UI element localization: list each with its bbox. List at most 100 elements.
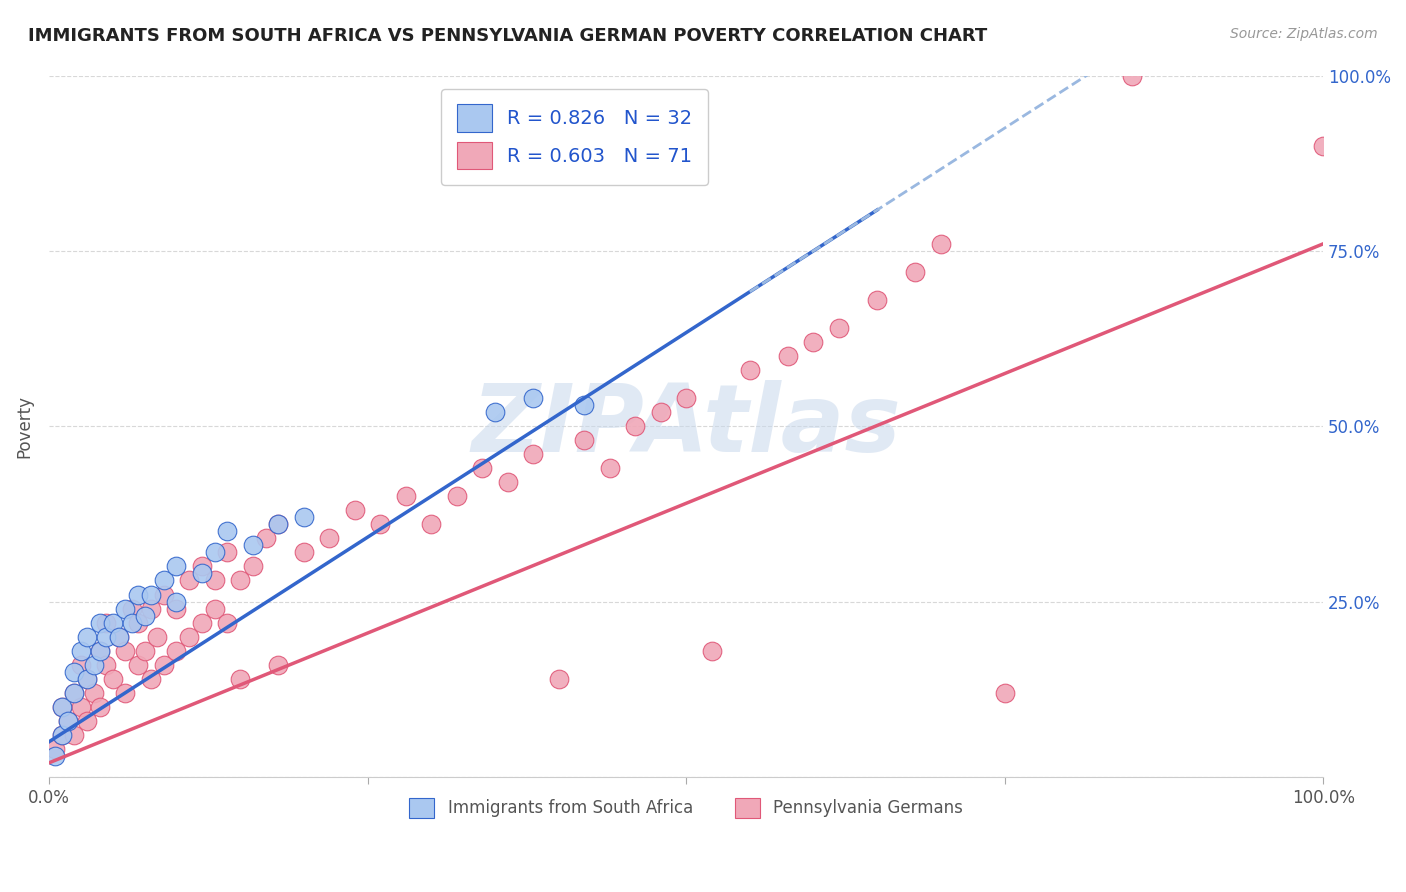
Point <box>624 419 647 434</box>
Point <box>121 601 143 615</box>
Point <box>700 643 723 657</box>
Point <box>547 672 569 686</box>
Point <box>63 665 86 679</box>
Point <box>89 615 111 630</box>
Point <box>229 672 252 686</box>
Point <box>114 686 136 700</box>
Point <box>114 601 136 615</box>
Point <box>368 517 391 532</box>
Point <box>146 630 169 644</box>
Point <box>63 686 86 700</box>
Point <box>165 643 187 657</box>
Point <box>650 405 672 419</box>
Point <box>496 475 519 490</box>
Point <box>204 545 226 559</box>
Text: ZIPAtlas: ZIPAtlas <box>471 380 901 472</box>
Point <box>420 517 443 532</box>
Point <box>191 566 214 581</box>
Point <box>267 517 290 532</box>
Point <box>69 657 91 672</box>
Point <box>994 686 1017 700</box>
Text: Source: ZipAtlas.com: Source: ZipAtlas.com <box>1230 27 1378 41</box>
Point <box>446 489 468 503</box>
Point <box>675 391 697 405</box>
Point <box>83 686 105 700</box>
Point <box>51 699 73 714</box>
Point <box>599 461 621 475</box>
Point <box>76 672 98 686</box>
Point <box>217 615 239 630</box>
Point <box>108 630 131 644</box>
Point <box>76 714 98 728</box>
Point <box>738 363 761 377</box>
Point <box>152 657 174 672</box>
Point <box>96 615 118 630</box>
Point <box>51 699 73 714</box>
Point <box>101 672 124 686</box>
Point <box>165 594 187 608</box>
Point <box>165 559 187 574</box>
Point <box>828 321 851 335</box>
Point <box>89 643 111 657</box>
Point <box>69 643 91 657</box>
Point <box>127 657 149 672</box>
Point <box>292 545 315 559</box>
Point <box>56 714 79 728</box>
Point <box>63 728 86 742</box>
Point <box>343 503 366 517</box>
Point <box>1312 138 1334 153</box>
Point <box>572 398 595 412</box>
Point <box>139 587 162 601</box>
Point <box>96 630 118 644</box>
Point <box>217 545 239 559</box>
Point <box>51 728 73 742</box>
Point <box>318 532 340 546</box>
Legend: Immigrants from South Africa, Pennsylvania Germans: Immigrants from South Africa, Pennsylvan… <box>402 791 970 824</box>
Point <box>267 657 290 672</box>
Point <box>76 672 98 686</box>
Point <box>127 615 149 630</box>
Point <box>89 699 111 714</box>
Point <box>191 615 214 630</box>
Point <box>96 657 118 672</box>
Point <box>484 405 506 419</box>
Point <box>292 510 315 524</box>
Point <box>204 574 226 588</box>
Point <box>152 574 174 588</box>
Point <box>108 630 131 644</box>
Text: IMMIGRANTS FROM SOUTH AFRICA VS PENNSYLVANIA GERMAN POVERTY CORRELATION CHART: IMMIGRANTS FROM SOUTH AFRICA VS PENNSYLV… <box>28 27 987 45</box>
Point <box>866 293 889 307</box>
Point <box>114 643 136 657</box>
Point <box>522 391 544 405</box>
Point <box>152 587 174 601</box>
Point <box>267 517 290 532</box>
Point <box>1121 69 1143 83</box>
Point <box>254 532 277 546</box>
Point <box>242 538 264 552</box>
Point <box>204 601 226 615</box>
Point <box>139 672 162 686</box>
Point <box>134 608 156 623</box>
Point <box>572 434 595 448</box>
Point <box>56 714 79 728</box>
Point <box>83 657 105 672</box>
Point <box>803 334 825 349</box>
Point <box>63 686 86 700</box>
Point <box>395 489 418 503</box>
Point <box>242 559 264 574</box>
Point <box>44 748 66 763</box>
Point <box>929 236 952 251</box>
Point <box>471 461 494 475</box>
Y-axis label: Poverty: Poverty <box>15 394 32 458</box>
Point <box>44 741 66 756</box>
Point <box>229 574 252 588</box>
Point <box>179 630 201 644</box>
Point <box>134 643 156 657</box>
Point <box>76 630 98 644</box>
Point <box>217 524 239 539</box>
Point <box>89 643 111 657</box>
Point <box>522 447 544 461</box>
Point <box>51 728 73 742</box>
Point <box>179 574 201 588</box>
Point <box>776 349 799 363</box>
